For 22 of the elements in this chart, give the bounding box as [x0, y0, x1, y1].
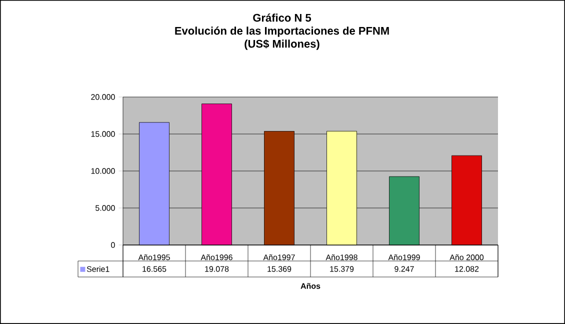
x-tick-label: Año1999 — [388, 254, 420, 260]
data-label: 9.247 — [394, 266, 414, 272]
data-label: 16.565 — [142, 266, 166, 272]
y-tick-label: 10.000 — [91, 168, 115, 174]
legend-label: Serie1 — [86, 266, 110, 272]
x-tick-label: Año 2000 — [450, 254, 484, 260]
x-tick-label: Año1997 — [263, 254, 295, 260]
x-axis-title: Años — [300, 283, 320, 289]
data-label: 15.369 — [268, 266, 292, 272]
x-tick-label: Año1995 — [138, 254, 170, 260]
y-tick-label: 20.000 — [91, 94, 115, 100]
y-tick-label: 0 — [111, 242, 115, 248]
chart-title: Gráfico N 5 — [253, 14, 312, 22]
x-tick-label: Año1998 — [326, 254, 358, 260]
x-tick-label: Año1996 — [200, 254, 232, 260]
chart-subtitle: Evolución de las Importaciones de PFNM — [175, 26, 389, 37]
data-label: 15.379 — [330, 266, 354, 272]
data-label: 12.082 — [455, 266, 479, 272]
y-tick-label: 5.000 — [96, 205, 115, 211]
y-tick-label: 15.000 — [91, 131, 115, 137]
text: (US$ Millones) — [244, 39, 320, 50]
data-label: 19.078 — [205, 266, 229, 272]
